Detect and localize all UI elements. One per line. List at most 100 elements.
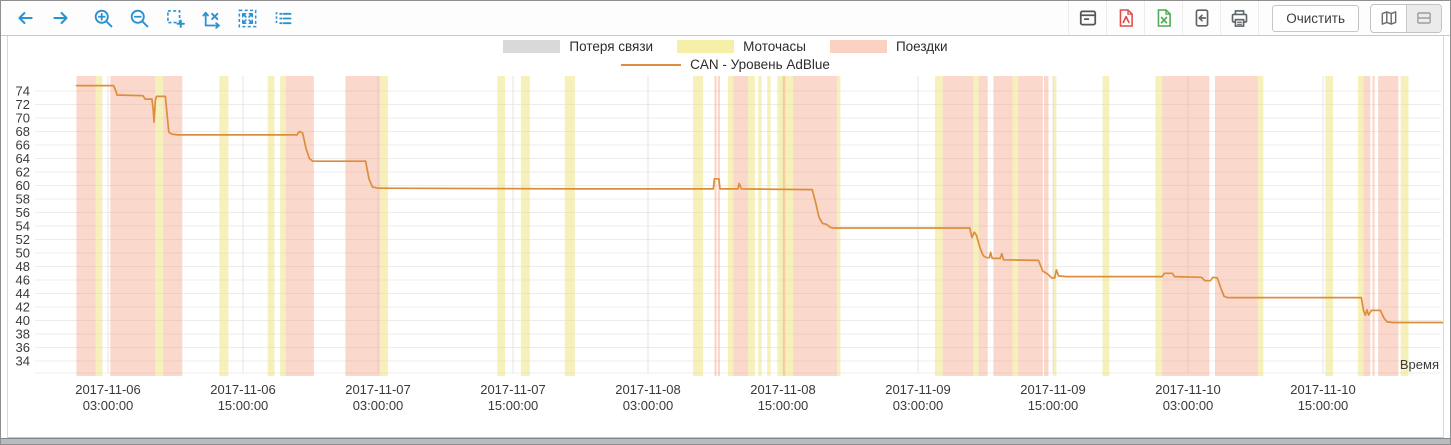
band-trips: [1372, 76, 1375, 376]
band-trips: [793, 76, 837, 376]
export-excel-button[interactable]: [1144, 1, 1182, 35]
band-engine_hours: [380, 76, 389, 376]
y-tick-label: 68: [16, 124, 30, 139]
x-tick-time: 15:00:00: [1028, 398, 1079, 413]
arrow-right-icon: [52, 12, 68, 24]
band-trips: [978, 76, 988, 376]
band-engine_hours: [219, 76, 229, 376]
zoom-out-button[interactable]: [126, 5, 153, 32]
report-template-icon: [1079, 10, 1096, 26]
x-tick-date: 2017-11-07: [345, 382, 411, 397]
band-engine_hours: [1012, 76, 1019, 376]
y-tick-label: 34: [16, 354, 30, 369]
split-view-toggle[interactable]: [1406, 4, 1441, 32]
adblue-level-chart[interactable]: 7472706866646260585654525048464442403836…: [8, 36, 1443, 437]
band-trips: [285, 76, 314, 376]
print-button[interactable]: [1220, 1, 1258, 35]
excel-file-icon: [1157, 9, 1171, 27]
band-engine_hours: [564, 76, 575, 376]
clear-button[interactable]: Очистить: [1272, 4, 1359, 32]
legend-item-engine-hours: Моточасы: [677, 39, 806, 54]
zoom-in-icon: [94, 9, 113, 27]
history-back-button[interactable]: [11, 5, 38, 32]
datasets-list-button[interactable]: [270, 5, 297, 32]
band-trips: [1018, 76, 1043, 376]
report-template-button[interactable]: [1068, 1, 1106, 35]
band-engine_hours: [1102, 76, 1110, 376]
legend-item-trips: Поездки: [829, 39, 948, 54]
band-trips: [714, 76, 717, 376]
export-file-icon: [1195, 9, 1209, 27]
legend-item-adblue-series: CAN - Уровень AdBlue: [621, 57, 830, 72]
x-tick-time: 15:00:00: [758, 398, 809, 413]
x-tick-time: 03:00:00: [353, 398, 404, 413]
y-tick-label: 52: [16, 232, 30, 247]
band-engine_hours: [973, 76, 979, 376]
x-tick-date: 2017-11-10: [1290, 382, 1356, 397]
map-icon: [1381, 11, 1396, 25]
band-engine_hours: [693, 76, 704, 376]
x-tick-time: 15:00:00: [1298, 398, 1349, 413]
band-engine_hours: [1053, 76, 1057, 376]
chart-toolbar: Очистить: [1, 1, 1450, 36]
x-tick-time: 15:00:00: [488, 398, 539, 413]
band-engine_hours: [267, 76, 275, 376]
band-trips: [783, 76, 786, 376]
legend-label: CAN - Уровень AdBlue: [690, 57, 830, 72]
zoom-in-button[interactable]: [90, 5, 117, 32]
export-file-button[interactable]: [1182, 1, 1220, 35]
band-engine_hours: [748, 76, 755, 376]
y-tick-label: 48: [16, 259, 30, 274]
band-trips: [163, 76, 183, 376]
band-engine_hours: [727, 76, 734, 376]
zoom-selection-button[interactable]: [162, 5, 189, 32]
split-panes-icon: [1417, 12, 1431, 24]
x-tick-date: 2017-11-10: [1155, 382, 1221, 397]
map-view-toggle[interactable]: [1371, 4, 1406, 32]
export-pdf-button[interactable]: [1106, 1, 1144, 35]
y-tick-label: 44: [16, 286, 30, 301]
y-tick-label: 46: [16, 273, 30, 288]
band-engine_hours: [767, 76, 771, 376]
connection-loss-swatch: [503, 40, 561, 53]
band-engine_hours: [1400, 76, 1409, 376]
y-tick-label: 40: [16, 313, 30, 328]
band-trips: [345, 76, 381, 376]
legend-item-connection-loss: Потеря связи: [503, 39, 653, 54]
band-engine_hours: [1257, 76, 1264, 376]
fit-to-screen-icon: [238, 9, 257, 27]
band-engine_hours: [1325, 76, 1334, 376]
band-trips: [717, 76, 720, 376]
reset-x-scale-button[interactable]: [198, 5, 225, 32]
y-tick-label: 74: [16, 84, 30, 99]
band-trips: [1378, 76, 1399, 376]
band-trips: [1044, 76, 1049, 376]
legend-bands-row: Потеря связи Моточасы Поездки: [491, 39, 959, 54]
band-engine_hours: [1357, 76, 1364, 376]
x-tick-date: 2017-11-08: [750, 382, 816, 397]
band-engine_hours: [934, 76, 943, 376]
band-trips: [1162, 76, 1210, 376]
splitter-bar[interactable]: [1, 438, 1450, 444]
toolbar-left-group: [1, 5, 297, 32]
legend-label: Моточасы: [743, 39, 806, 54]
history-forward-button[interactable]: [47, 5, 74, 32]
fit-to-screen-button[interactable]: [234, 5, 261, 32]
y-tick-label: 36: [16, 340, 30, 355]
y-tick-label: 54: [16, 219, 30, 234]
band-trips: [1215, 76, 1258, 376]
band-engine_hours: [280, 76, 286, 376]
view-toggle: [1370, 3, 1442, 33]
y-tick-label: 72: [16, 97, 30, 112]
legend-label: Поездки: [895, 39, 948, 54]
x-tick-date: 2017-11-06: [210, 382, 276, 397]
band-engine_hours: [837, 76, 841, 376]
x-tick-time: 03:00:00: [1163, 398, 1214, 413]
band-engine_hours: [95, 76, 103, 376]
band-engine_hours: [520, 76, 530, 376]
x-tick-date: 2017-11-07: [480, 382, 546, 397]
band-trips: [993, 76, 1013, 376]
adblue-line-swatch: [621, 63, 682, 66]
reset-x-scale-icon: [202, 11, 220, 29]
